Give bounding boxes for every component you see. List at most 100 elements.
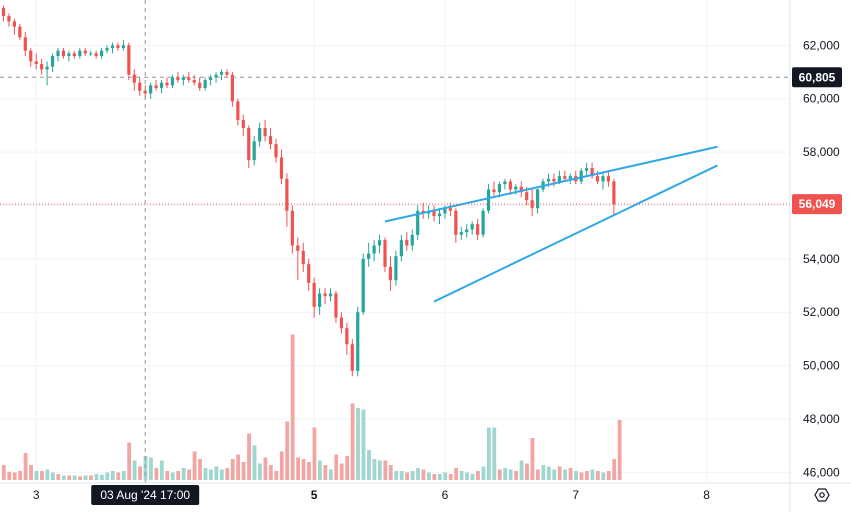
volume-bar [486,427,491,480]
candle-body [377,240,382,246]
volume-bar [481,466,486,480]
volume-bar [285,421,290,480]
volume-bar [361,409,366,480]
volume-bar [405,472,409,480]
y-tick-label: 54,000 [803,252,840,266]
candle-body [497,184,502,193]
volume-bar [209,469,213,480]
candle-body [230,74,234,102]
last-price-label: 56,049 [799,197,836,211]
volume-bar [268,465,273,480]
volume-bar [307,462,311,480]
candle-body [83,50,87,54]
candle-body [399,240,403,257]
volume-bar [225,468,230,480]
candle-body [165,82,169,86]
candle-body [301,250,305,265]
volume-bar [536,469,540,480]
volume-bar [241,462,246,480]
trendline-upper [384,145,718,223]
volume-bar [219,469,224,480]
candle-body [530,200,534,209]
candle-body [143,90,147,94]
candle-body [328,293,333,297]
volume-bar [116,472,121,480]
volume-bar [159,460,164,480]
candle-body [388,266,393,281]
candle-body [503,181,507,185]
volume-bar [181,468,186,480]
candle-body [367,253,371,259]
volume-bar [470,474,475,480]
candle-body [29,50,33,62]
candle-body [590,168,594,177]
volume-bar [492,427,497,480]
candle-body [72,53,76,57]
volume-bar [274,471,279,480]
volume-bar [514,471,518,480]
candle-body [459,232,463,235]
candle-body [50,56,55,67]
x-tick-label: 3 [33,488,40,502]
y-tick-label: 58,000 [803,145,840,159]
candle-body [241,120,245,129]
volume-bar [579,472,584,480]
volume-bar [67,475,72,480]
volume-bar [595,471,600,480]
volume-bar [590,469,595,480]
candle-body [601,176,605,182]
candle-body [519,186,523,193]
volume-bar [574,471,578,480]
volume-bar [312,427,317,480]
candle-body [454,210,458,235]
candle-body [356,312,360,371]
candle-body [350,344,354,371]
candle-body [339,317,343,329]
volume-bar [61,475,66,480]
volume-bar [339,463,344,480]
chart-settings-icon[interactable] [814,488,830,502]
candle-body [563,176,567,179]
candle-body [585,168,589,171]
y-tick-label: 52,000 [803,305,840,319]
volume-bar [203,468,208,480]
volume-bar [383,460,388,480]
candle-body [334,293,338,318]
volume-bar [552,469,557,480]
volume-bar [617,420,622,480]
candle-body [557,176,561,182]
crosshair-time-label: 03 Aug '24 17:00 [100,488,190,502]
volume-bar [23,453,28,480]
candle-body [410,234,414,246]
y-tick-label: 50,000 [803,359,840,373]
volume-bar [94,474,99,480]
volume-bar [105,472,110,480]
crosshair [0,0,790,483]
last-price-tag [792,194,842,215]
volume-bar [83,475,88,480]
volume-bar [279,451,284,480]
volume-bar [89,475,93,480]
x-axis: 3 5 6 7 8 [0,482,851,502]
hexagon-center [819,492,825,498]
volume-bar [557,466,562,480]
volume-bar [454,468,459,480]
crosshair-time-tag [91,485,200,505]
candle-body [78,50,82,57]
volume-bar [465,472,469,480]
volume-bar [165,471,170,480]
hexagon-shape [814,488,830,502]
volume-bar [154,468,159,480]
candle-body [279,157,284,179]
candle-body [437,213,442,217]
candle-body [67,53,71,57]
volume-bar [198,459,202,480]
candle-body [149,85,153,94]
candle-body [110,45,115,49]
candle-body [121,45,125,49]
candle-body [323,293,327,297]
volume-bar [72,475,77,480]
crosshair-price-tag [792,67,842,88]
